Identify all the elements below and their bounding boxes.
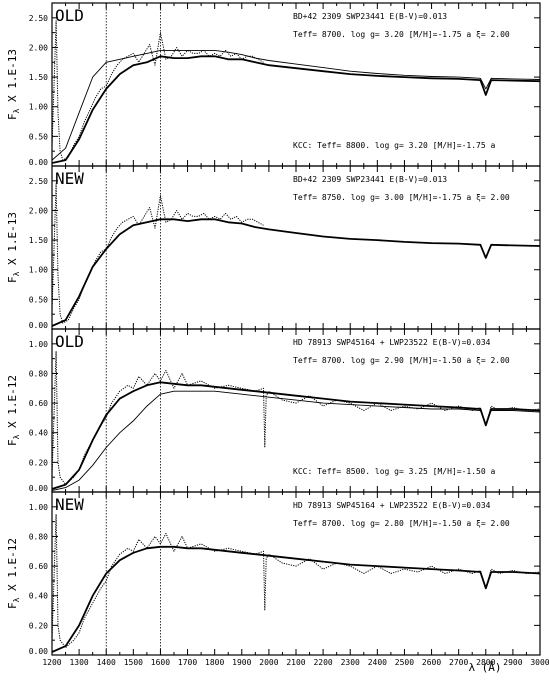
y-tick-label: 1.50	[29, 73, 48, 82]
panel-tag: OLD	[55, 332, 84, 351]
info-line-2: Teff= 8700. log g= 2.80 [M/H]=-1.50 a ξ=…	[293, 519, 510, 528]
series-kcc	[52, 49, 540, 161]
x-axis: 1200 1300 1400 1500 1600 1700 1800 1900 2000 2100…	[42, 658, 549, 674]
series-kcc	[52, 390, 540, 491]
x-tick-labels: 1200 1300 1400 1500 1600 1700 1800 1900 2000 2100…	[42, 658, 549, 667]
info-line-1: BD+42 2309 SWP23441 E(B-V)=0.013	[293, 12, 447, 21]
panel-3: 0.00 0.20 0.40 0.60 0.80 1.00 Fλ X 1.E-12 OLD HD…	[6, 328, 541, 493]
x-tick-label: 1700	[178, 658, 197, 667]
x-tick-label: 2000	[259, 658, 278, 667]
y-tick-label: 0.20	[29, 458, 48, 467]
panel-tag: OLD	[55, 6, 84, 25]
panel-frame	[51, 165, 541, 330]
series-observed	[52, 183, 264, 324]
series-model	[52, 381, 540, 490]
info-line-2: Teff= 8750. log g= 3.00 [M/H]=-1.75 a ξ=…	[293, 193, 510, 202]
x-tick-label: 1200	[42, 658, 61, 667]
series-observed	[52, 20, 264, 161]
y-tick-label: 1.50	[29, 236, 48, 245]
y-tick-label: 0.80	[29, 532, 48, 541]
info-line-1: HD 78913 SWP45164 + LWP23522 E(B-V)=0.03…	[293, 338, 491, 347]
y-tick-label: 0.20	[29, 621, 48, 630]
series-model	[52, 55, 540, 164]
y-tick-label: 0.00	[29, 321, 48, 330]
kcc-note: KCC: Teff= 8500. log g= 3.25 [M/H]=-1.50…	[293, 467, 495, 476]
series-observed	[52, 350, 540, 486]
x-tick-label: 1600	[151, 658, 170, 667]
info-line-1: BD+42 2309 SWP23441 E(B-V)=0.013	[293, 175, 447, 184]
y-tick-label: 0.60	[29, 562, 48, 571]
y-tick-label: 0.00	[29, 158, 48, 167]
x-axis-label: λ (Å)	[468, 661, 501, 674]
panel-frame	[51, 491, 541, 656]
y-axis-label: Fλ X 1.E-12	[6, 375, 21, 446]
y-tick-label: 2.50	[29, 14, 48, 23]
y-axis-label: Fλ X 1.E-13	[6, 212, 21, 283]
y-tick-label: 1.00	[29, 340, 48, 349]
y-tick-label: 2.50	[29, 177, 48, 186]
info-line-1: HD 78913 SWP45164 + LWP23522 E(B-V)=0.03…	[293, 501, 491, 510]
y-tick-label: 2.00	[29, 206, 48, 215]
panel-tag: NEW	[55, 495, 84, 514]
y-tick-label: 0.80	[29, 369, 48, 378]
x-tick-label: 2800	[476, 658, 495, 667]
y-tick-label: 1.00	[29, 103, 48, 112]
info-line-2: Teff= 8700. log g= 3.20 [M/H]=-1.75 a ξ=…	[293, 30, 510, 39]
y-tick-label: 0.00	[29, 484, 48, 493]
x-tick-label: 1400	[97, 658, 116, 667]
x-tick-label: 1300	[69, 658, 88, 667]
series-observed	[52, 513, 540, 649]
x-tick-label: 2900	[503, 658, 522, 667]
y-tick-label: 1.00	[29, 266, 48, 275]
panels: 0.00 0.50 1.00 1.50 2.00 2.50 Fλ X 1.E-13 OLD BD…	[6, 2, 541, 656]
y-tick-label: 1.00	[29, 503, 48, 512]
panel-2: 0.00 0.50 1.00 1.50 2.00 2.50 Fλ X 1.E-13 NEW BD…	[6, 165, 541, 330]
x-tick-label: 2300	[341, 658, 360, 667]
y-tick-label: 0.40	[29, 592, 48, 601]
y-tick-label: 0.50	[29, 132, 48, 141]
x-tick-label: 2200	[313, 658, 332, 667]
panel-1: 0.00 0.50 1.00 1.50 2.00 2.50 Fλ X 1.E-13 OLD BD…	[6, 2, 541, 167]
series-model	[52, 545, 540, 653]
y-tick-label: 0.50	[29, 295, 48, 304]
x-tick-label: 2500	[395, 658, 414, 667]
x-tick-label: 1800	[205, 658, 224, 667]
y-axis-label: Fλ X 1.E-12	[6, 538, 21, 609]
x-tick-label: 2400	[368, 658, 387, 667]
y-tick-label: 0.60	[29, 399, 48, 408]
info-line-2: Teff= 8700. log g= 2.90 [M/H]=-1.50 a ξ=…	[293, 356, 510, 365]
x-tick-label: 1900	[232, 658, 251, 667]
y-tick-label: 0.40	[29, 429, 48, 438]
kcc-note: KCC: Teff= 8800. log g= 3.20 [M/H]=-1.75…	[293, 141, 495, 150]
panel-tag: NEW	[55, 169, 84, 188]
x-tick-label: 1500	[124, 658, 143, 667]
y-axis-label: Fλ X 1.E-13	[6, 49, 21, 120]
x-tick-label: 3000	[530, 658, 549, 667]
x-tick-label: 2100	[286, 658, 305, 667]
panel-4: 0.00 0.20 0.40 0.60 0.80 1.00 Fλ X 1.E-12 NEW HD…	[6, 491, 541, 656]
series-model	[52, 218, 540, 327]
x-tick-label: 2600	[422, 658, 441, 667]
y-tick-label: 0.00	[29, 647, 48, 656]
x-tick-label: 2700	[449, 658, 468, 667]
y-tick-label: 2.00	[29, 43, 48, 52]
